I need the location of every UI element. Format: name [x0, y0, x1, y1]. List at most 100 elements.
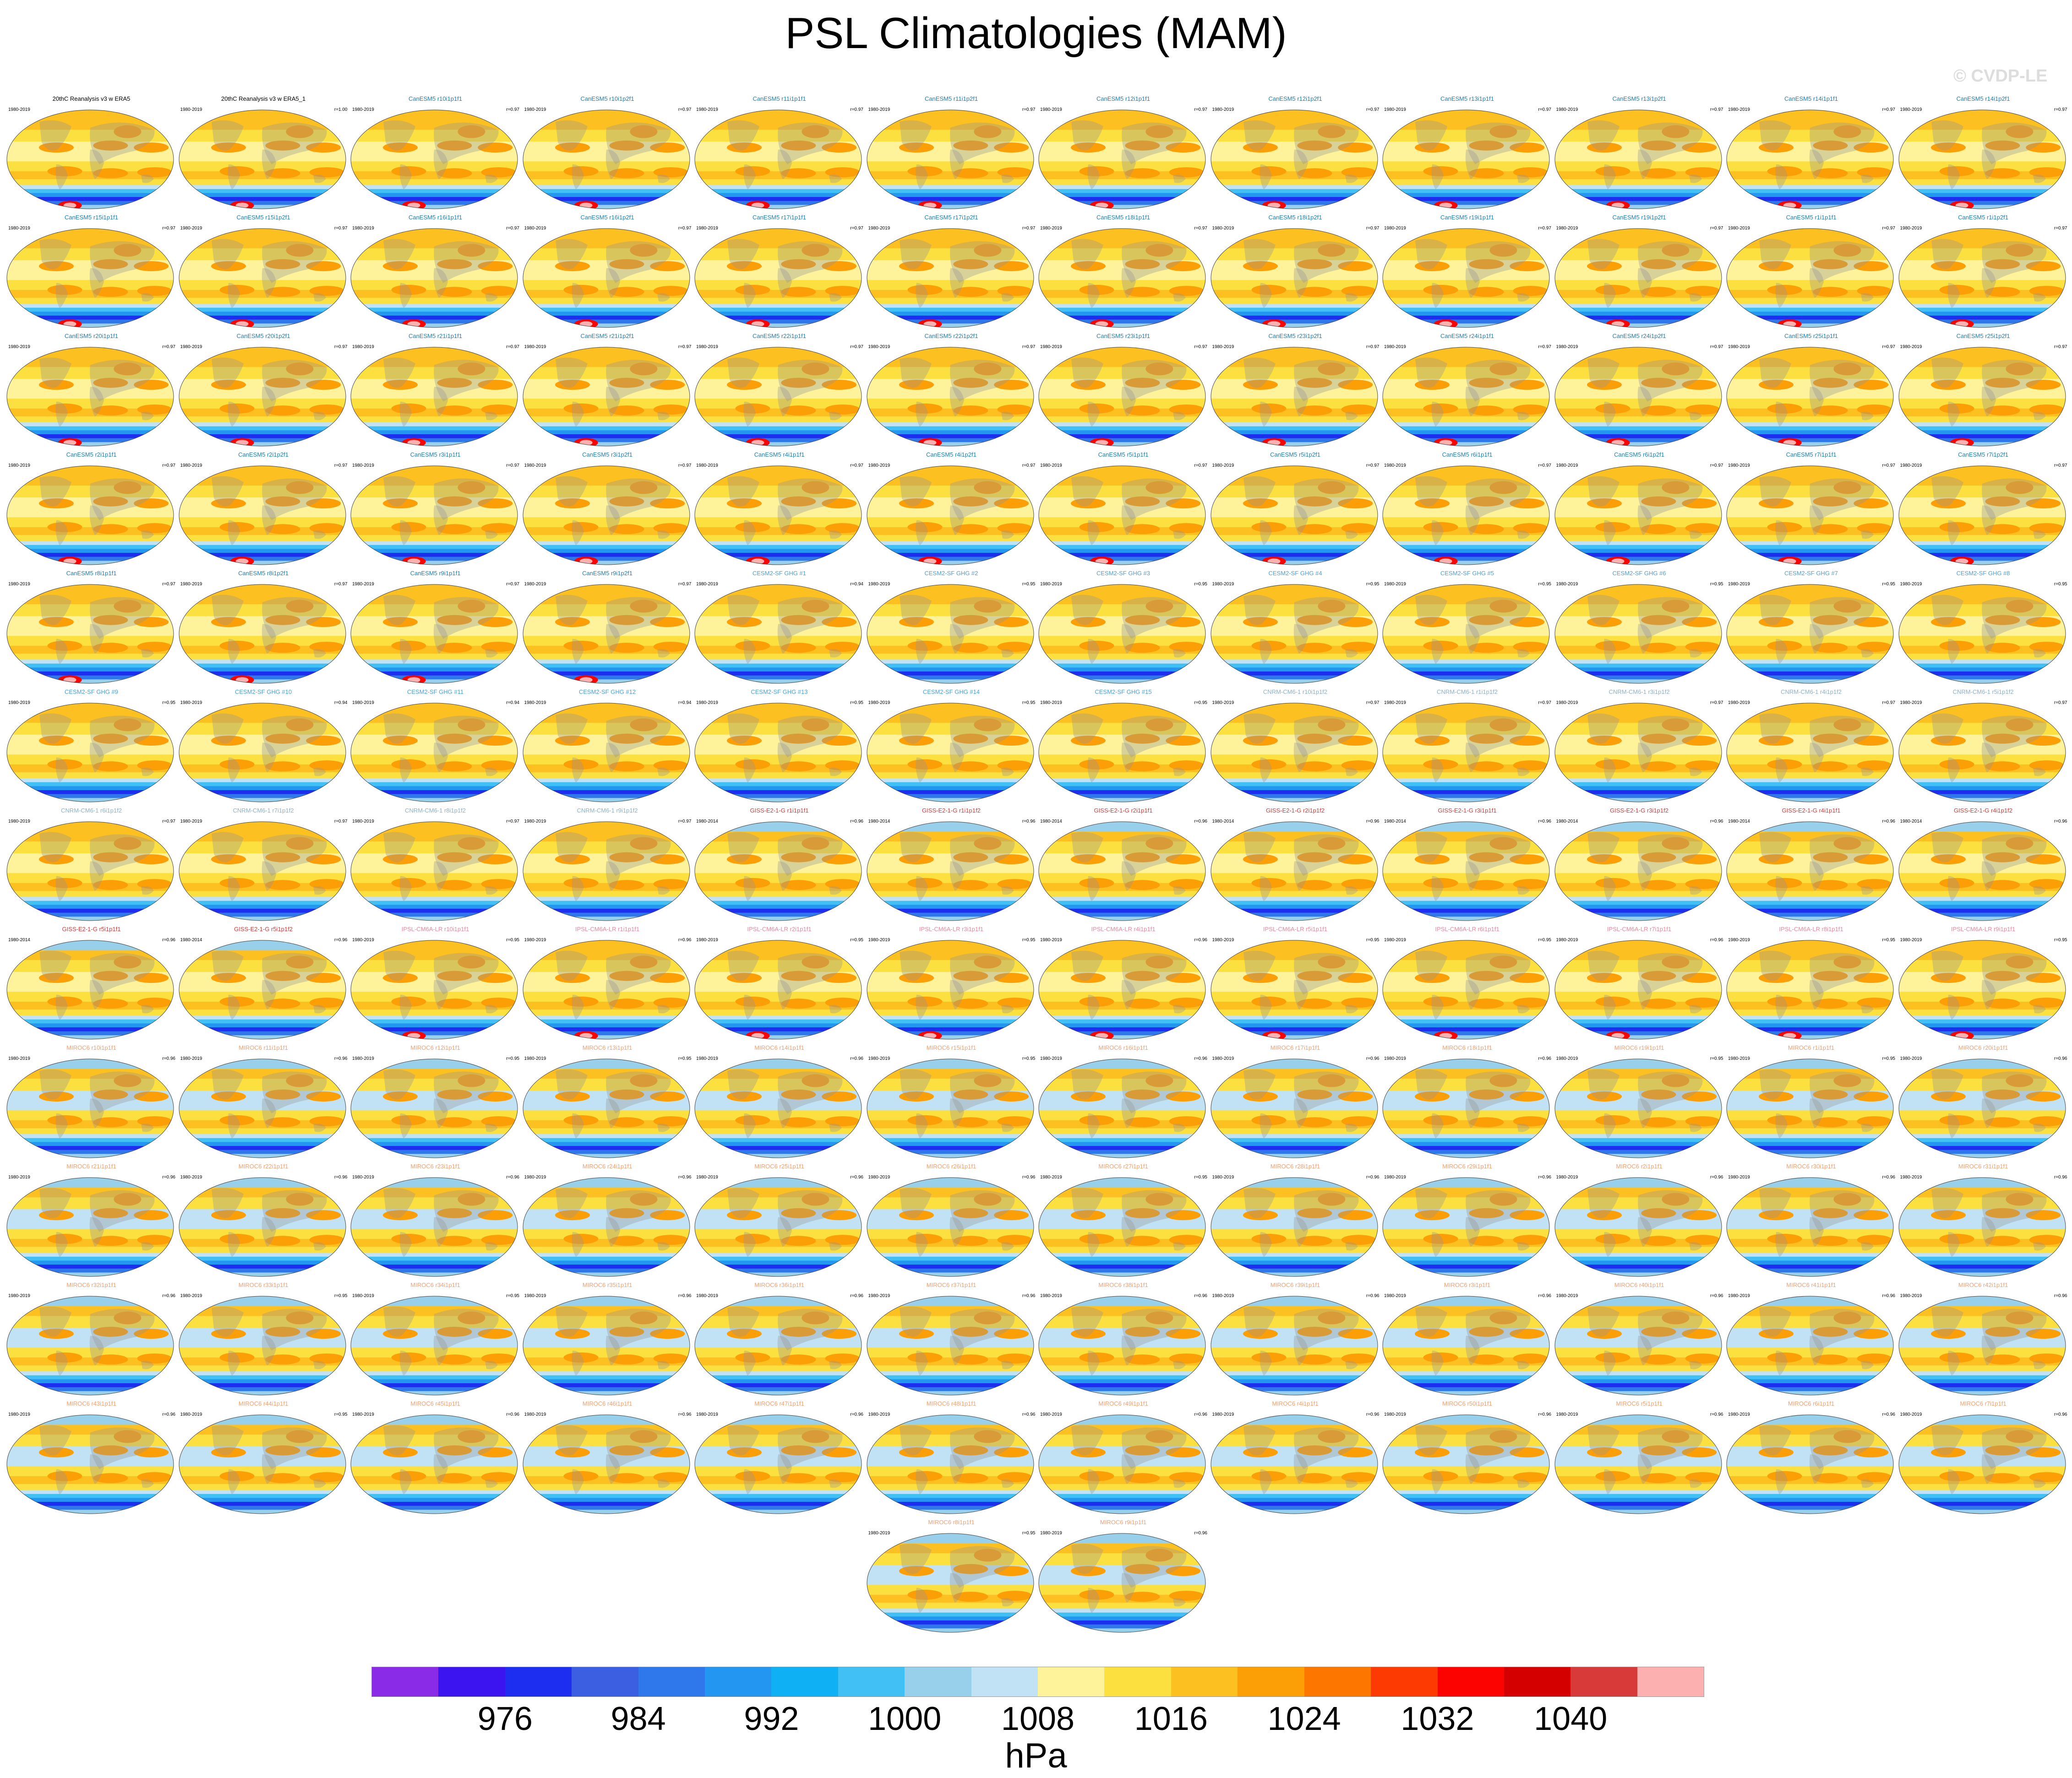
map-panel-period: 1980-2019	[868, 1175, 890, 1180]
map-panel: MIROC6 r14i1p1f1 1980-2019 r=0.96	[693, 1044, 865, 1159]
map-panel-period: 1980-2019	[524, 344, 546, 349]
map-panel: MIROC6 r6i1p1f1 1980-2019 r=0.96	[1725, 1400, 1897, 1515]
map-panel-period: 1980-2019	[524, 1175, 546, 1180]
map-panel-title: CESM2-SF GHG #8	[1956, 570, 2010, 577]
map-panel-correlation: r=0.96	[1882, 1412, 1895, 1417]
map-panel: MIROC6 r1i1p1f1 1980-2019 r=0.95	[1725, 1044, 1897, 1159]
map-panel-correlation: r=0.97	[162, 226, 175, 231]
map-panel-period: 1980-2019	[1384, 938, 1406, 943]
map-panel-correlation: r=0.95	[1022, 700, 1036, 705]
map-panel: CanESM5 r20i1p1f1 1980-2019 r=0.97	[5, 333, 177, 447]
psl-map	[350, 109, 518, 209]
map-panel-correlation: r=0.96	[850, 1175, 863, 1180]
map-panel-correlation: r=0.94	[678, 700, 692, 705]
map-panel-period: 1980-2019	[1212, 1293, 1234, 1298]
map-panel-correlation: r=0.97	[1194, 344, 1207, 349]
map-panel-period: 1980-2019	[180, 582, 202, 587]
map-panel-title: CanESM5 r18i1p1f1	[1096, 214, 1151, 221]
psl-map	[1726, 228, 1894, 328]
map-panel-title: CanESM5 r22i1p2f1	[924, 333, 978, 339]
map-panel-correlation: r=0.96	[1366, 1412, 1380, 1417]
map-panel-title: CanESM5 r7i1p1f1	[1786, 451, 1837, 458]
map-panel-period: 1980-2019	[1900, 463, 1922, 468]
map-panel: MIROC6 r18i1p1f1 1980-2019 r=0.96	[1381, 1044, 1553, 1159]
map-panel-period: 1980-2019	[8, 463, 30, 468]
map-panel-correlation: r=0.97	[1366, 226, 1380, 231]
map-panel: MIROC6 r21i1p1f1 1980-2019 r=0.96	[5, 1163, 177, 1277]
map-panel-title: CanESM5 r15i1p2f1	[236, 214, 290, 221]
psl-map	[1382, 347, 1550, 447]
psl-map	[1554, 465, 1722, 565]
map-panel: CanESM5 r1i1p2f1 1980-2019 r=0.97	[1898, 214, 2069, 328]
map-panel: CanESM5 r12i1p1f1 1980-2019 r=0.97	[1037, 95, 1209, 210]
map-panel-period: 1980-2019	[1728, 1175, 1750, 1180]
map-panel-title: CanESM5 r21i1p2f1	[580, 333, 634, 339]
map-panel-title: CNRM-CM6-1 r6i1p1f2	[61, 807, 122, 814]
map-panel-title: GISS-E2-1-G r3i1p1f1	[1438, 807, 1497, 814]
map-panel-title: CanESM5 r24i1p2f1	[1612, 333, 1666, 339]
psl-map	[1382, 109, 1550, 209]
map-panel-correlation: r=0.95	[1538, 582, 1551, 587]
map-panel-correlation: r=0.95	[1710, 582, 1723, 587]
map-panel-period: 1980-2019	[524, 819, 546, 824]
map-panel-correlation: r=0.96	[334, 1175, 348, 1180]
psl-map	[867, 1058, 1034, 1158]
map-panel: MIROC6 r33i1p1f1 1980-2019 r=0.95	[178, 1282, 349, 1396]
map-panel-correlation: r=0.96	[162, 1056, 175, 1061]
map-panel-period: 1980-2019	[1040, 1293, 1062, 1298]
map-panel-correlation: r=0.96	[1710, 819, 1723, 824]
map-panel-title: CNRM-CM6-1 r7i1p1f2	[233, 807, 294, 814]
map-panel-correlation: r=0.95	[506, 938, 519, 943]
map-panel: IPSL-CM6A-LR r4i1p1f1 1980-2019 r=0.96	[1037, 926, 1209, 1040]
map-panel-title: IPSL-CM6A-LR r1i1p1f1	[575, 926, 640, 933]
map-panel-title: MIROC6 r17i1p1f1	[1270, 1044, 1320, 1051]
psl-map	[179, 109, 346, 209]
map-panel-correlation: r=0.94	[334, 700, 348, 705]
psl-map	[1210, 1058, 1378, 1158]
map-panel-correlation: r=0.95	[1366, 938, 1380, 943]
map-panel: CNRM-CM6-1 r10i1p1f2 1980-2019 r=0.97	[1210, 688, 1381, 803]
map-panel-correlation: r=0.96	[1022, 819, 1036, 824]
psl-map	[179, 821, 346, 921]
map-panel-period: 1980-2019	[1556, 938, 1578, 943]
map-panel-period: 1980-2019	[180, 819, 202, 824]
map-panel-correlation: r=0.96	[2054, 1175, 2067, 1180]
map-panel-period: 1980-2019	[696, 938, 718, 943]
psl-map	[179, 465, 346, 565]
psl-map	[867, 1414, 1034, 1514]
map-panel: MIROC6 r45i1p1f1 1980-2019 r=0.96	[349, 1400, 521, 1515]
colorbar-swatch	[572, 1667, 638, 1696]
map-panel-period: 1980-2019	[1556, 1412, 1578, 1417]
map-panel-period: 1980-2019	[524, 463, 546, 468]
map-panel-correlation: r=0.97	[1194, 463, 1207, 468]
map-panel-correlation: r=0.95	[2054, 582, 2067, 587]
map-panel-period: 1980-2019	[696, 1412, 718, 1417]
map-panel-correlation: r=0.97	[162, 463, 175, 468]
psl-map	[350, 940, 518, 1040]
map-panel-correlation: r=0.96	[2054, 1293, 2067, 1298]
map-panel-period: 1980-2019	[1212, 107, 1234, 112]
map-panel-correlation: r=0.96	[678, 938, 692, 943]
map-panel-correlation: r=0.97	[678, 819, 692, 824]
map-panel-title: MIROC6 r24i1p1f1	[582, 1163, 633, 1170]
psl-map	[867, 940, 1034, 1040]
map-panel-period: 1980-2019	[1900, 1412, 1922, 1417]
map-panel-period: 1980-2019	[1212, 582, 1234, 587]
map-panel-period: 1980-2019	[352, 1175, 374, 1180]
colorbar-swatch	[438, 1667, 505, 1696]
map-panel-period: 1980-2014	[1212, 819, 1234, 824]
map-panel-title: CanESM5 r18i1p2f1	[1268, 214, 1322, 221]
psl-map	[523, 821, 690, 921]
map-panel-period: 1980-2019	[1900, 700, 1922, 705]
map-panel-correlation: r=0.97	[1538, 226, 1551, 231]
map-panel-title: CanESM5 r14i1p1f1	[1784, 95, 1838, 102]
map-panel: CanESM5 r9i1p2f1 1980-2019 r=0.97	[522, 570, 693, 684]
map-panel-period: 1980-2019	[868, 344, 890, 349]
map-panel-title: MIROC6 r23i1p1f1	[410, 1163, 460, 1170]
map-panel-correlation: r=0.97	[2054, 226, 2067, 231]
psl-map	[1382, 821, 1550, 921]
map-panel-period: 1980-2019	[8, 1056, 30, 1061]
map-panel-title: MIROC6 r46i1p1f1	[582, 1400, 633, 1407]
map-panel: MIROC6 r30i1p1f1 1980-2019 r=0.96	[1725, 1163, 1897, 1277]
psl-map	[1554, 1296, 1722, 1396]
